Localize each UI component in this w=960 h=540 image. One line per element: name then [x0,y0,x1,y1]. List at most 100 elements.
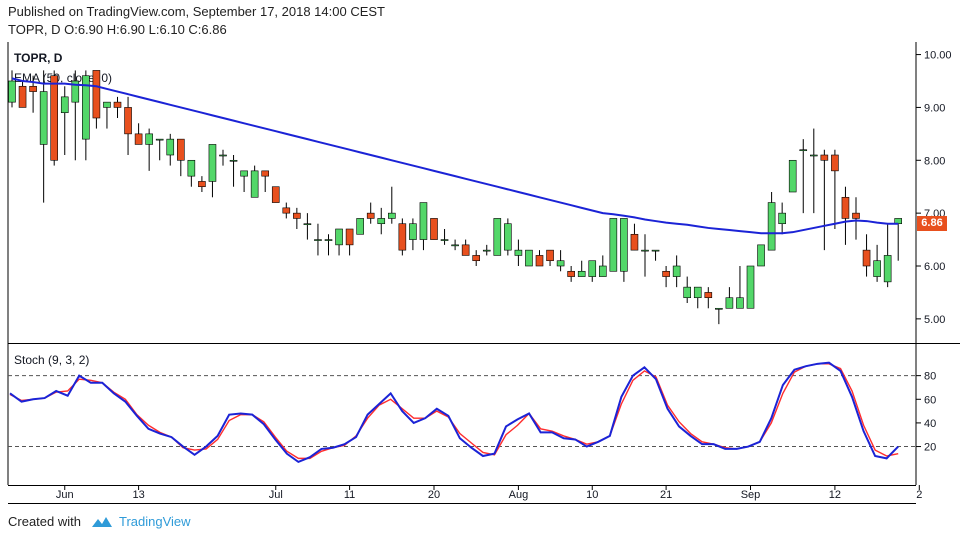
candle-up [356,218,364,235]
candle-down [630,233,639,251]
candle-series [8,70,903,325]
candle-down [430,218,438,240]
candle-up [8,80,16,103]
candle-up [504,223,512,251]
created-with-label: Created with [8,514,81,529]
candle-up [409,223,417,240]
candle-down [18,85,27,108]
last-price-tag: 6.86 [917,216,947,231]
price-tick-label: 5.00 [924,314,945,326]
candle-up [303,223,312,226]
time-axis: Jun 13 Jul 11 20 Aug 10 21 Sep 12 2 [56,485,922,501]
candle-up [440,239,449,241]
candle-up [314,239,322,241]
candle-down [293,212,301,219]
candle-down [472,255,481,262]
stoch-tick-label: 60 [924,394,936,406]
stoch-axis: 80 60 40 20 [916,371,936,454]
candle-down [113,101,122,108]
candle-down [134,133,143,145]
published-caption: Published on TradingView.com, September … [8,4,385,19]
price-tick-label: 9.00 [924,102,945,114]
candle-up [693,286,702,299]
candle-up [672,265,681,277]
candle-up [715,307,723,310]
candle-up [514,249,523,256]
time-tick-label: 21 [660,489,672,501]
candle-down [398,223,407,251]
candle-up [71,80,80,103]
candle-up [39,91,48,145]
candle-down [535,255,544,267]
candle-down [852,212,860,219]
time-tick-label: Jun [56,489,74,501]
candle-up [324,239,333,241]
candle-up [598,265,607,277]
candle-up [451,244,459,247]
candle-up [799,149,808,152]
candle-up [588,260,597,277]
candle-down [546,249,554,262]
candle-up [240,170,248,177]
time-tick-label: 12 [829,489,841,501]
candle-up [746,265,755,309]
candle-down [831,154,839,172]
candle-up [493,218,502,256]
time-tick-label: Jul [269,489,283,501]
candle-up [187,159,196,177]
candle-up [609,218,618,272]
stoch-tick-label: 20 [924,442,936,454]
stoch-tick-label: 80 [924,371,936,383]
ohlc-readout: TOPR, D O:6.90 H:6.90 L:6.10 C:6.86 [8,22,227,37]
candle-up [577,270,586,277]
candle-down [366,212,375,219]
candle-down [271,186,280,203]
candle-up [651,249,660,252]
candle-down [50,75,59,161]
stoch-k-line [9,361,899,464]
stoch-guides [8,375,916,448]
candle-down [567,270,575,277]
candle-up [809,154,818,157]
candle-up [788,159,797,193]
candle-up [60,96,69,114]
stoch-tick-label: 40 [924,418,936,430]
symbol-title: TOPR, D [14,51,63,65]
price-tick-label: 6.00 [924,261,945,273]
stoch-legend: Stoch (9, 3, 2) [14,353,89,367]
candle-down [198,181,206,188]
ema-line [11,77,899,235]
candle-up [219,154,227,157]
tradingview-brand[interactable]: TradingView [118,514,191,529]
candle-down [841,196,850,219]
candle-up [620,218,628,272]
candle-up [556,260,565,267]
time-tick-label: 2 [916,489,922,501]
price-axis: 10.009.008.007.006.005.00 [916,50,952,326]
time-tick-label: 20 [428,489,440,501]
price-tick-label: 8.00 [924,155,945,167]
candle-up [641,249,649,252]
tradingview-logo-icon [91,516,112,527]
time-tick-label: Sep [741,489,761,501]
footer: Created with TradingView [8,514,191,529]
candle-down [345,228,354,246]
candle-up [208,144,217,182]
candle-up [377,218,386,225]
candle-up [883,255,892,283]
candle-up [525,249,533,267]
candle-down [92,70,101,119]
candle-down [820,154,829,161]
candle-up [482,249,491,252]
candle-up [335,228,343,246]
candle-up [145,133,153,145]
time-tick-label: 10 [586,489,598,501]
candle-up [229,159,238,162]
candle-down [704,292,713,299]
candle-down [862,249,871,267]
time-tick-label: 11 [344,489,355,501]
candle-down [177,138,185,161]
candle-up [387,212,396,219]
price-tick-label: 10.00 [924,50,952,62]
